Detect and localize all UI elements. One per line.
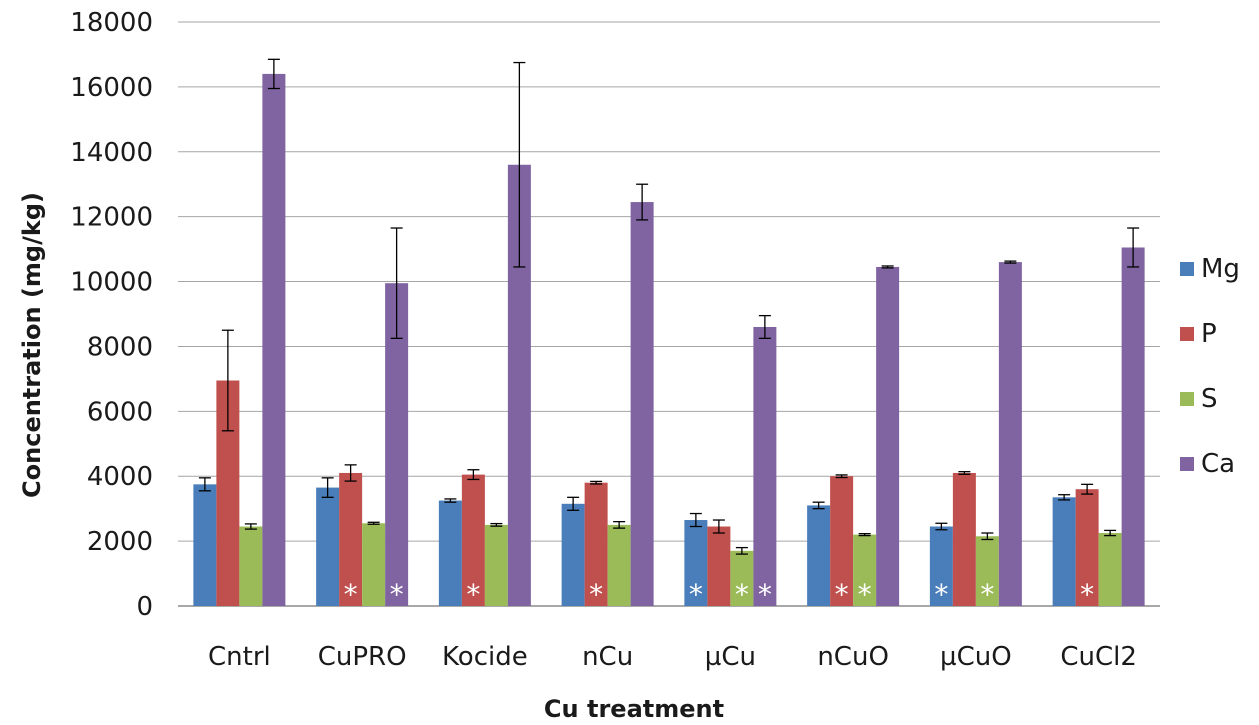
x-tick-label: µCuO: [940, 642, 1012, 672]
legend-label: Mg: [1201, 254, 1240, 284]
y-axis-title: Concentration (mg/kg): [18, 192, 46, 498]
significance-star: *: [758, 578, 772, 611]
x-tick-label: nCu: [582, 642, 633, 672]
x-tick-label: Kocide: [442, 642, 528, 672]
bar-s: [1098, 533, 1122, 606]
y-tick-label: 8000: [87, 332, 153, 362]
y-tick-label: 6000: [87, 397, 153, 427]
bar-p: [216, 380, 240, 606]
bar-mg: [561, 503, 585, 606]
bar-mg: [684, 520, 708, 606]
bar-s: [607, 524, 631, 606]
bar-ca: [385, 283, 409, 606]
bar-mg: [1052, 497, 1076, 606]
bar-ca: [998, 262, 1022, 606]
bar-ca: [876, 266, 900, 606]
y-tick-label: 0: [136, 592, 153, 622]
bar-s: [975, 536, 999, 606]
bar-p: [830, 476, 854, 606]
significance-star: *: [344, 578, 358, 611]
bar-s: [730, 550, 754, 606]
x-axis-categories: Cntrl CuPRO Kocide nCu µCu nCuO µCuO CuCl2: [208, 642, 1137, 672]
bar-p: [584, 482, 608, 606]
significance-star: *: [589, 578, 603, 611]
x-tick-label: µCu: [705, 642, 756, 672]
bar-s: [484, 524, 508, 606]
y-tick-label: 16000: [70, 73, 153, 103]
x-tick-label: Cntrl: [208, 642, 271, 672]
bar-mg: [807, 505, 831, 606]
bar-mg: [929, 526, 953, 606]
bar-mg: [193, 484, 217, 606]
significance-markers: * * * * * * * * * * * *: [344, 578, 1095, 611]
legend-swatch-p: [1180, 327, 1194, 341]
significance-star: *: [1080, 578, 1094, 611]
x-tick-label: CuPRO: [318, 642, 407, 672]
legend: Mg P S Ca: [1180, 254, 1240, 479]
bar-ca: [1121, 247, 1145, 606]
significance-star: *: [858, 578, 872, 611]
bar-p: [1075, 489, 1099, 606]
x-tick-label: CuCl2: [1060, 642, 1137, 672]
y-tick-label: 2000: [87, 527, 153, 557]
y-tick-label: 10000: [70, 268, 153, 298]
significance-star: *: [689, 578, 703, 611]
legend-label: P: [1201, 319, 1217, 349]
legend-swatch-mg: [1180, 262, 1194, 276]
significance-star: *: [735, 578, 749, 611]
y-axis-ticks: 0 2000 4000 6000 8000 10000 12000 14000 16000 180…: [70, 8, 153, 622]
bar-ca: [630, 202, 654, 607]
significance-star: *: [835, 578, 849, 611]
bar-s: [853, 534, 877, 606]
x-axis-title: Cu treatment: [544, 695, 724, 723]
legend-swatch-s: [1180, 392, 1194, 406]
legend-label: Ca: [1201, 449, 1235, 479]
bar-p: [461, 474, 485, 606]
bar-ca: [753, 326, 777, 606]
bar-p: [707, 526, 731, 606]
significance-star: *: [466, 578, 480, 611]
y-tick-label: 18000: [70, 8, 153, 38]
significance-star: *: [980, 578, 994, 611]
bar-ca: [262, 73, 286, 606]
y-tick-label: 12000: [70, 203, 153, 233]
x-tick-label: nCuO: [817, 642, 889, 672]
bar-s: [362, 523, 386, 606]
bar-p: [952, 472, 976, 606]
bars: [193, 73, 1145, 607]
bar-mg: [316, 487, 340, 606]
bar-s: [239, 526, 263, 606]
y-tick-label: 14000: [70, 138, 153, 168]
legend-label: S: [1201, 384, 1218, 414]
error-bars: [198, 58, 1140, 555]
significance-star: *: [390, 578, 404, 611]
y-tick-label: 4000: [87, 462, 153, 492]
bar-ca: [507, 164, 531, 606]
bar-p: [339, 472, 363, 606]
significance-star: *: [934, 578, 948, 611]
legend-swatch-ca: [1180, 457, 1194, 471]
bar-mg: [438, 500, 462, 606]
